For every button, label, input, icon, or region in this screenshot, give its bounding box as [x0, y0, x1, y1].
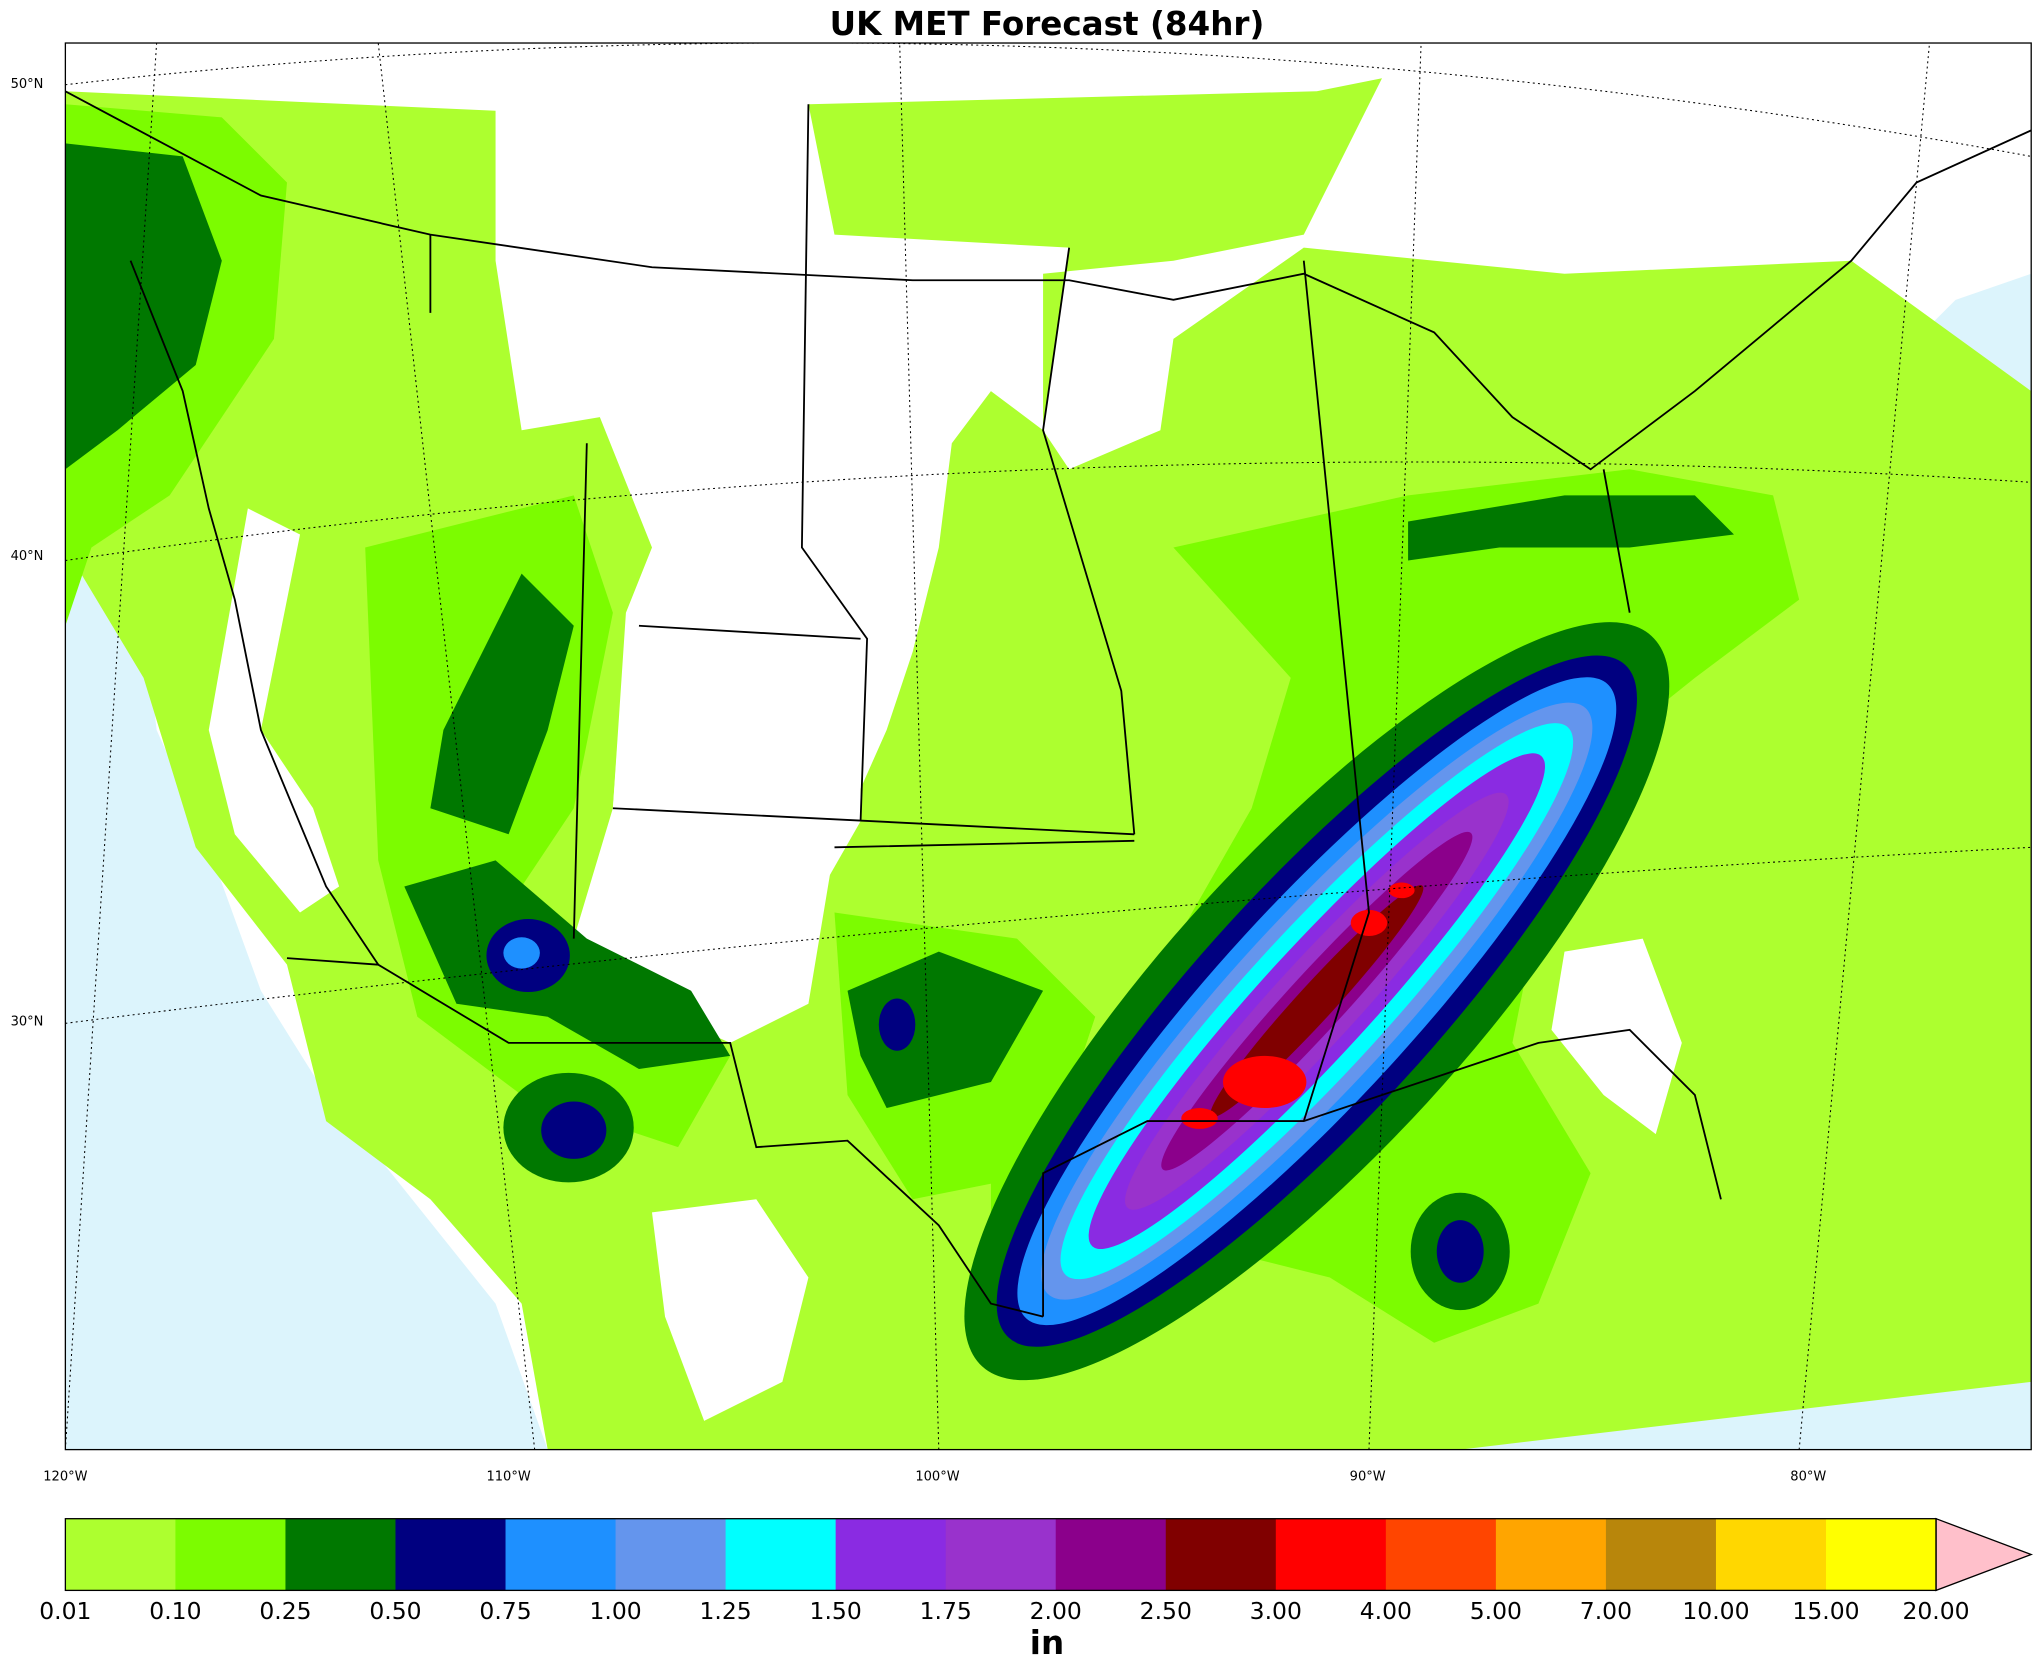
colorbar-swatch [1825, 1518, 1937, 1591]
colorbar-swatch [285, 1518, 397, 1591]
colorbar-swatch [1715, 1518, 1827, 1591]
colorbar-label: 2.00 [1030, 1597, 1082, 1625]
colorbar-label: 20.00 [1902, 1597, 1969, 1625]
state-line [429, 104, 1631, 1122]
colorbar-swatch [615, 1518, 727, 1591]
longitude-label: 120°W [43, 1469, 87, 1484]
dry-area [208, 508, 340, 913]
colorbar-label: 0.10 [149, 1597, 201, 1625]
map-area [65, 43, 2032, 1450]
colorbar-label: 1.25 [699, 1597, 751, 1625]
colorbar-swatch [1495, 1518, 1607, 1591]
colorbar-frame [64, 1518, 1937, 1592]
colorbar-unit: in [1030, 1624, 1064, 1662]
colorbar-label: 1.75 [920, 1597, 972, 1625]
colorbar-label: 3.00 [1250, 1597, 1302, 1625]
coastline [129, 260, 379, 966]
dry-area [1551, 938, 1682, 1135]
dry-area [651, 1199, 809, 1421]
colorbar-label: 0.01 [39, 1597, 91, 1625]
colorbar-swatch [505, 1518, 617, 1591]
colorbar-label: 2.50 [1140, 1597, 1192, 1625]
colorbar-swatch [1385, 1518, 1497, 1591]
precip-3.00 [1350, 909, 1388, 936]
colorbar-extend [1935, 1517, 2034, 1592]
longitude-label: 80°W [1790, 1469, 1826, 1484]
colorbar-label: 7.00 [1580, 1597, 1632, 1625]
colorbar-swatch [1605, 1518, 1717, 1591]
precip-0.50 [1436, 1220, 1484, 1283]
latitude-label: 50°N [11, 77, 44, 92]
colorbar-swatch [65, 1518, 177, 1591]
precip-3.00 [1388, 882, 1415, 899]
colorbar-swatch [175, 1518, 287, 1591]
colorbar-label: 0.50 [369, 1597, 421, 1625]
colorbar-swatch [725, 1518, 837, 1591]
longitude-label: 90°W [1350, 1469, 1386, 1484]
map-title: UK MET Forecast (84hr) [830, 5, 1265, 43]
precip-3.00 [1222, 1055, 1307, 1109]
precip-0.25 [847, 951, 1044, 1109]
precip-0.50 [878, 998, 916, 1051]
precip-0.50 [541, 1101, 607, 1159]
latitude-label: 40°N [11, 549, 44, 564]
colorbar-label: 4.00 [1360, 1597, 1412, 1625]
heavy-band [964, 622, 1670, 1381]
colorbar-label: 5.00 [1470, 1597, 1522, 1625]
colorbar-label: 0.75 [479, 1597, 531, 1625]
precip-0.25 [430, 573, 574, 835]
colorbar-label: 0.25 [259, 1597, 311, 1625]
graticule [65, 43, 2032, 1024]
longitude-label: 100°W [915, 1469, 959, 1484]
colorbar-swatch [1055, 1518, 1167, 1591]
border [65, 90, 2032, 471]
colorbar-label: 15.00 [1792, 1597, 1859, 1625]
colorbar-swatch [945, 1518, 1057, 1591]
map-frame [64, 42, 2032, 1451]
colorbar-swatch [395, 1518, 507, 1591]
colorbar-label: 10.00 [1682, 1597, 1749, 1625]
colorbar-label: 1.50 [810, 1597, 862, 1625]
coastline [1042, 1028, 1722, 1317]
border [286, 957, 1044, 1318]
colorbar-swatch [1275, 1518, 1387, 1591]
colorbar-swatch [835, 1518, 947, 1591]
colorbar-swatch [1165, 1518, 1277, 1591]
longitude-label: 110°W [486, 1469, 530, 1484]
latitude-label: 30°N [11, 1015, 44, 1030]
precip-3.00 [1181, 1108, 1218, 1129]
graticule [65, 43, 1931, 1450]
colorbar-label: 1.00 [589, 1597, 641, 1625]
dry-area [612, 625, 861, 913]
precip-0.25 [1408, 495, 1734, 561]
precip-0.75 [503, 937, 540, 969]
precip-0.25 [65, 143, 222, 470]
